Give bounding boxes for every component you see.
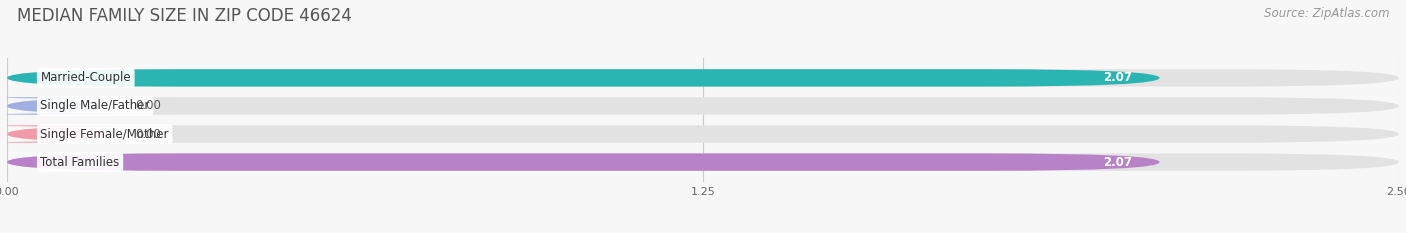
FancyBboxPatch shape xyxy=(7,69,1160,87)
FancyBboxPatch shape xyxy=(0,97,180,115)
Text: Source: ZipAtlas.com: Source: ZipAtlas.com xyxy=(1264,7,1389,20)
Text: Married-Couple: Married-Couple xyxy=(41,71,131,84)
Text: MEDIAN FAMILY SIZE IN ZIP CODE 46624: MEDIAN FAMILY SIZE IN ZIP CODE 46624 xyxy=(17,7,352,25)
FancyBboxPatch shape xyxy=(7,69,1399,87)
FancyBboxPatch shape xyxy=(7,153,1160,171)
Text: Total Families: Total Families xyxy=(41,156,120,169)
Text: 2.07: 2.07 xyxy=(1102,156,1132,169)
Text: 0.00: 0.00 xyxy=(135,99,160,113)
Text: Single Male/Father: Single Male/Father xyxy=(41,99,150,113)
Text: 2.07: 2.07 xyxy=(1102,71,1132,84)
FancyBboxPatch shape xyxy=(7,153,1399,171)
Text: 0.00: 0.00 xyxy=(135,127,160,140)
FancyBboxPatch shape xyxy=(0,125,180,143)
Text: Single Female/Mother: Single Female/Mother xyxy=(41,127,169,140)
FancyBboxPatch shape xyxy=(7,97,1399,115)
FancyBboxPatch shape xyxy=(7,125,1399,143)
